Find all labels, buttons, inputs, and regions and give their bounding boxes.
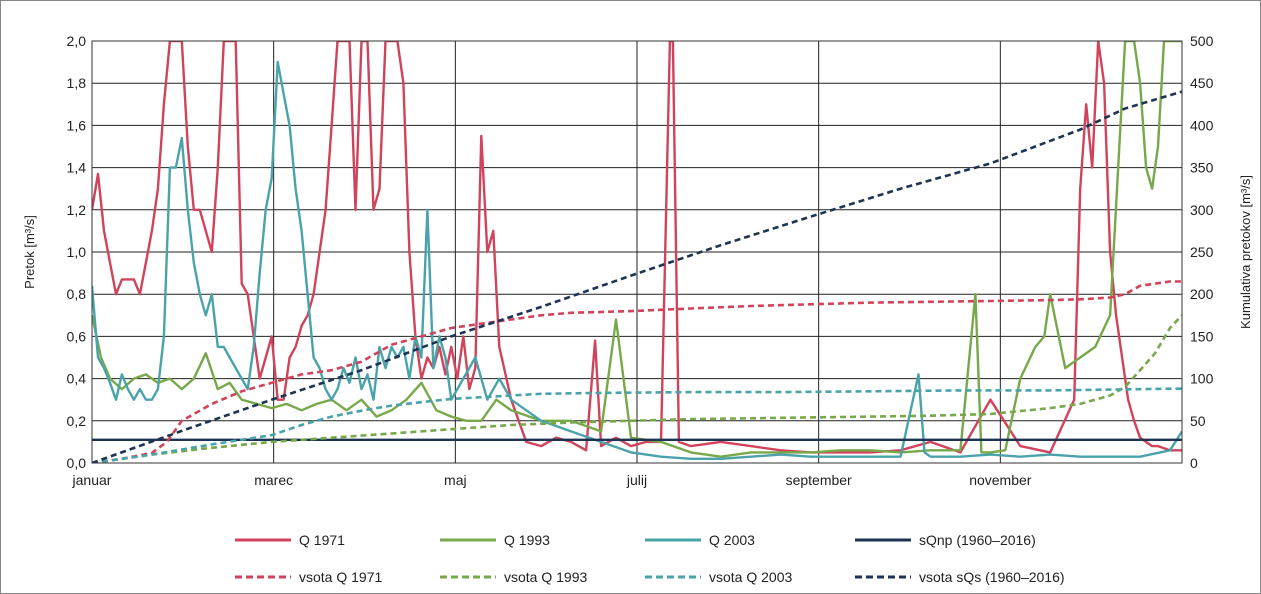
- right-tick-label: 200: [1190, 286, 1214, 302]
- left-tick-label: 1,8: [67, 75, 87, 91]
- right-tick-label: 300: [1190, 202, 1214, 218]
- legend-label: Q 1993: [504, 532, 550, 548]
- right-tick-label: 400: [1190, 117, 1214, 133]
- x-tick-label: marec: [254, 472, 293, 488]
- left-tick-label: 1,0: [67, 244, 87, 260]
- x-tick-label: januar: [72, 472, 112, 488]
- legend-label: vsota Q 2003: [709, 569, 792, 585]
- left-tick-label: 0,4: [67, 371, 87, 387]
- right-tick-label: 500: [1190, 33, 1214, 49]
- legend: Q 1971 Q 1993 Q 2003 sQnp (1960–2016) vsota …: [235, 532, 1065, 585]
- legend-label: vsota Q 1971: [299, 569, 382, 585]
- right-tick-label: 50: [1190, 413, 1206, 429]
- legend-label: Q 2003: [709, 532, 755, 548]
- right-axis-ticks: 0 50 100 150 200 250 300 350 400 450 500: [1190, 33, 1214, 471]
- series-lines: [92, 41, 1182, 463]
- left-tick-label: 1,6: [67, 117, 87, 133]
- x-tick-label: september: [786, 472, 852, 488]
- right-tick-label: 350: [1190, 160, 1214, 176]
- x-tick-label: november: [969, 472, 1032, 488]
- left-tick-label: 0,0: [67, 455, 87, 471]
- legend-label: vsota Q 1993: [504, 569, 587, 585]
- legend-label: Q 1971: [299, 532, 345, 548]
- x-tick-label: maj: [444, 472, 467, 488]
- x-axis-ticks: januar marec maj julij september november: [72, 472, 1032, 488]
- series-line-2: [92, 41, 1182, 458]
- left-tick-label: 2,0: [67, 33, 87, 49]
- left-tick-label: 0,2: [67, 413, 87, 429]
- series-line-6: [92, 314, 1182, 463]
- right-tick-label: 150: [1190, 328, 1214, 344]
- right-tick-label: 100: [1190, 371, 1214, 387]
- left-tick-label: 1,4: [67, 160, 87, 176]
- legend-label: sQnp (1960–2016): [919, 532, 1036, 548]
- x-tick-label: julij: [626, 472, 647, 488]
- right-tick-label: 250: [1190, 244, 1214, 260]
- left-tick-label: 0,6: [67, 328, 87, 344]
- series-line-7: [92, 387, 1182, 463]
- series-line-5: [92, 280, 1182, 463]
- right-axis-title: Kumulativa pretokov [m³/s]: [1238, 175, 1253, 329]
- right-tick-label: 0: [1190, 455, 1198, 471]
- left-tick-label: 0,8: [67, 286, 87, 302]
- plot-area-border: [91, 40, 1183, 464]
- right-tick-label: 450: [1190, 75, 1214, 91]
- left-tick-label: 1,2: [67, 202, 87, 218]
- left-axis-ticks: 0,0 0,2 0,4 0,6 0,8 1,0 1,2 1,4 1,6 1,8 2,0: [67, 33, 87, 471]
- series-line-3: [92, 60, 1182, 460]
- legend-label: vsota sQs (1960–2016): [919, 569, 1065, 585]
- left-axis-title: Pretok [m³/s]: [22, 215, 37, 289]
